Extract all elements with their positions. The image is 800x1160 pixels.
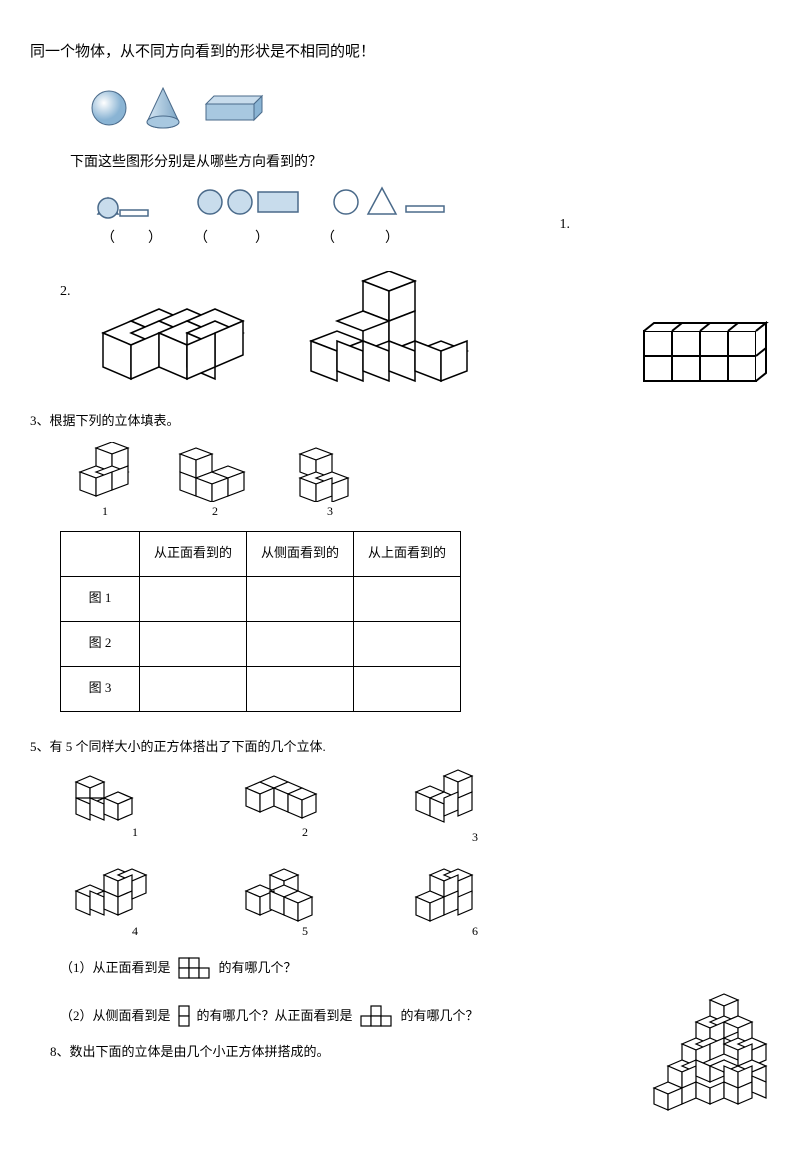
q2-cubes-3 <box>640 321 770 391</box>
q2-cubes-2 <box>301 271 481 391</box>
q3-figures: 1 2 <box>70 442 770 521</box>
q5-fig2 <box>240 768 330 823</box>
shape-icon-col <box>177 1004 191 1028</box>
q5-fig4 <box>70 867 160 922</box>
q2-number: 2. <box>60 281 71 303</box>
q2-cubes-1 <box>101 301 271 391</box>
q3-label: 3、根据下列的立体填表。 <box>30 411 770 432</box>
view-group-1 <box>90 184 170 220</box>
q1-number: 1. <box>560 214 571 236</box>
paren-row: （ ） （ ） （ ） <box>90 228 770 250</box>
q8-pyramid <box>620 990 770 1120</box>
cuboid-icon <box>198 92 268 124</box>
q3-fig1 <box>70 442 140 502</box>
view-group-3 <box>332 184 452 220</box>
shapes-3d <box>90 84 770 132</box>
q5-label: 5、有 5 个同样大小的正方体搭出了下面的几个立体. <box>30 737 770 758</box>
q3-table: 从正面看到的 从侧面看到的 从上面看到的 图 1 图 2 图 3 <box>60 531 461 712</box>
q5-sub2: （2）从侧面看到是 的有哪几个？从正面看到是 的有哪几个？ <box>60 1004 479 1028</box>
q8-label: 8、数出下面的立体是由几个小正方体拼搭成的。 <box>50 1042 479 1063</box>
q5-fig1 <box>70 768 150 823</box>
cone-icon <box>143 84 183 132</box>
shape-icon-l <box>177 956 213 980</box>
q1-subtext: 下面这些图形分别是从哪些方向看到的？ <box>70 152 770 174</box>
q3-fig2 <box>170 442 260 502</box>
q5-fig3 <box>410 768 490 828</box>
q5-fig6 <box>410 867 490 922</box>
q5-grid: 1 2 3 4 <box>70 768 770 941</box>
views-shapes <box>90 184 770 220</box>
title: 同一个物体，从不同方向看到的形状是不相同的呢！ <box>30 40 770 64</box>
view-group-2 <box>196 184 306 220</box>
q3-fig3 <box>290 442 370 502</box>
q2-row: 2. <box>60 271 770 391</box>
shape-icon-t <box>359 1004 395 1028</box>
sphere-icon <box>90 89 128 127</box>
q5-sub1: （1）从正面看到是 的有哪几个？ <box>60 956 770 980</box>
q5-fig5 <box>240 867 330 922</box>
